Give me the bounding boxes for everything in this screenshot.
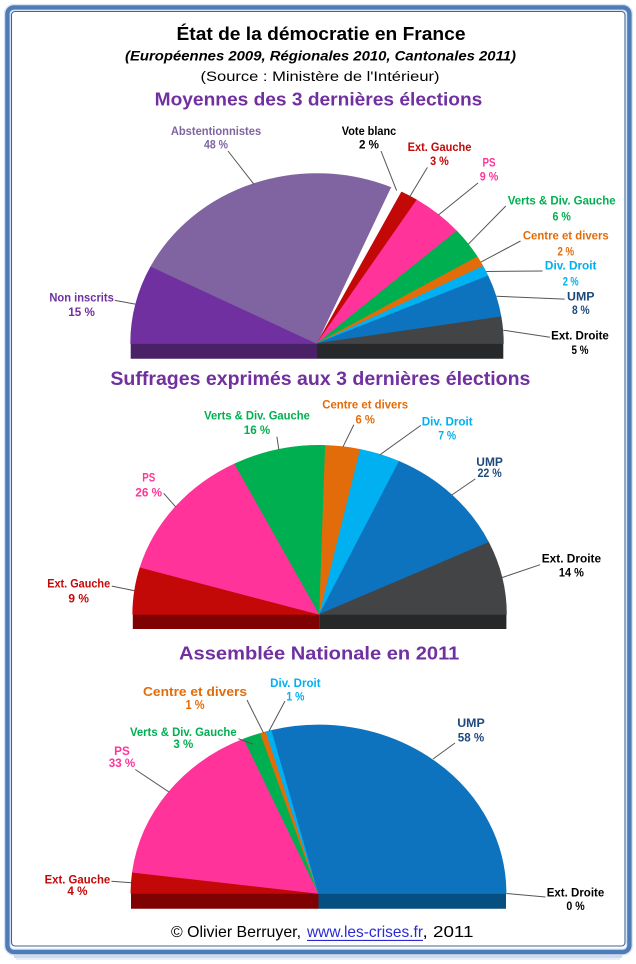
svg-text:Ext. Gauche: Ext. Gauche <box>408 142 472 154</box>
svg-text:Div. Droit: Div. Droit <box>270 678 321 690</box>
svg-text:www.les-crises.fr: www.les-crises.fr <box>306 924 424 941</box>
svg-text:9 %: 9 % <box>68 594 89 606</box>
svg-text:(Européennes 2009, Régionales: (Européennes 2009, Régionales 2010, Cant… <box>125 49 516 65</box>
svg-text:Div. Droit: Div. Droit <box>545 261 597 273</box>
svg-text:14 %: 14 % <box>559 567 584 579</box>
svg-text:6 %: 6 % <box>553 212 571 224</box>
svg-text:0 %: 0 % <box>566 901 584 913</box>
svg-text:1 %: 1 % <box>186 698 205 712</box>
svg-text:7 %: 7 % <box>438 431 456 443</box>
svg-text:5 %: 5 % <box>572 345 589 357</box>
svg-text:58 %: 58 % <box>458 732 485 744</box>
svg-text:(Source : Ministère de l'Intér: (Source : Ministère de l'Intérieur) <box>201 69 440 84</box>
svg-text:2 %: 2 % <box>557 247 574 259</box>
svg-text:2 %: 2 % <box>359 140 379 152</box>
svg-text:UMP: UMP <box>476 457 503 469</box>
svg-text:, 2011: , 2011 <box>423 924 474 941</box>
svg-text:Abstentionnistes: Abstentionnistes <box>171 126 261 138</box>
svg-text:Verts & Div. Gauche: Verts & Div. Gauche <box>204 411 310 423</box>
svg-text:9 %: 9 % <box>480 172 499 184</box>
svg-text:Non inscrits: Non inscrits <box>49 293 113 305</box>
svg-text:Ext. Droite: Ext. Droite <box>551 331 609 343</box>
svg-text:26 %: 26 % <box>135 487 162 499</box>
svg-text:1 %: 1 % <box>286 691 304 703</box>
svg-text:Verts & Div. Gauche: Verts & Div. Gauche <box>508 196 616 208</box>
svg-text:3 %: 3 % <box>430 156 449 168</box>
svg-text:Assemblée Nationale en 2011: Assemblée Nationale en 2011 <box>179 643 459 664</box>
svg-text:Moyennes des 3 dernières élect: Moyennes des 3 dernières élections <box>155 90 483 110</box>
svg-text:Centre et divers: Centre et divers <box>143 685 247 699</box>
svg-text:PS: PS <box>483 157 496 169</box>
svg-text:Centre et divers: Centre et divers <box>523 231 609 243</box>
svg-text:4 %: 4 % <box>67 886 87 898</box>
svg-text:3 %: 3 % <box>173 739 193 751</box>
svg-text:PS: PS <box>142 472 155 484</box>
svg-text:Div. Droit: Div. Droit <box>422 416 473 428</box>
svg-text:Ext. Droite: Ext. Droite <box>547 888 605 900</box>
svg-text:Verts & Div. Gauche: Verts & Div. Gauche <box>130 727 237 739</box>
svg-text:16 %: 16 % <box>244 425 271 437</box>
svg-text:État de la démocratie en Franc: État de la démocratie en France <box>177 23 466 44</box>
svg-text:48 %: 48 % <box>204 139 228 151</box>
svg-text:Ext. Gauche: Ext. Gauche <box>45 875 111 887</box>
svg-text:UMP: UMP <box>567 291 595 303</box>
svg-text:© Olivier Berruyer,: © Olivier Berruyer, <box>171 924 301 941</box>
svg-text:Vote blanc: Vote blanc <box>342 126 397 138</box>
svg-text:Centre et divers: Centre et divers <box>322 400 408 412</box>
svg-text:33 %: 33 % <box>109 758 136 770</box>
svg-text:22 %: 22 % <box>477 468 501 480</box>
svg-text:PS: PS <box>114 746 130 758</box>
svg-text:15 %: 15 % <box>68 307 95 319</box>
svg-text:8 %: 8 % <box>572 305 590 317</box>
svg-text:Ext. Droite: Ext. Droite <box>542 553 601 565</box>
svg-text:UMP: UMP <box>457 718 485 730</box>
svg-text:2 %: 2 % <box>563 277 579 289</box>
svg-text:Ext. Gauche: Ext. Gauche <box>47 579 110 591</box>
svg-text:Suffrages exprimés aux 3 derni: Suffrages exprimés aux 3 dernières élect… <box>110 369 530 390</box>
svg-text:6 %: 6 % <box>356 415 375 427</box>
